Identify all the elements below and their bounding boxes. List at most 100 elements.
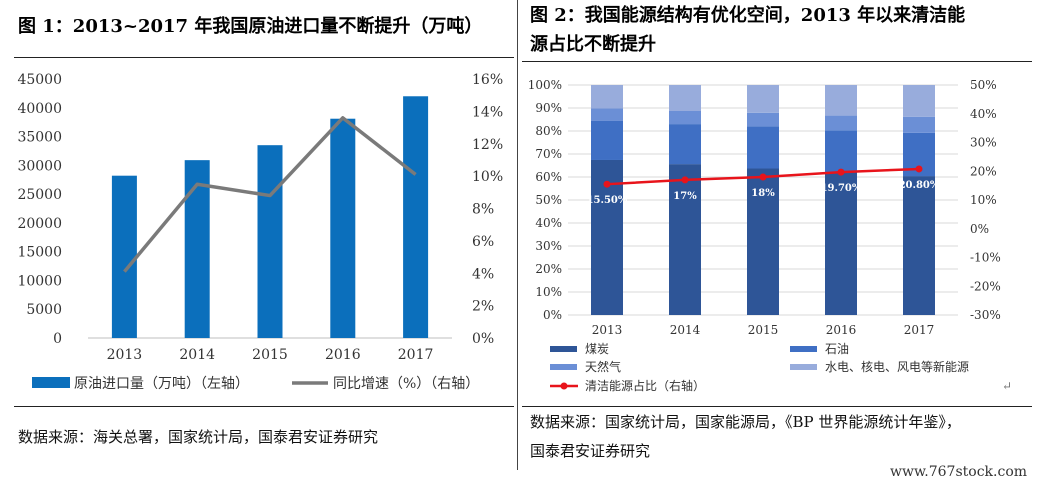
bottom-rule-right: [522, 406, 1032, 407]
left-axis-tick-label: 90%: [535, 101, 562, 115]
x-axis-tick-label: 2015: [748, 323, 779, 337]
right-axis-tick-label: 16%: [472, 72, 503, 88]
data-label: 20.80%: [899, 180, 940, 191]
left-axis-tick-label: 20000: [17, 216, 62, 232]
line-point: [759, 173, 767, 181]
legend-label: 天然气: [585, 359, 621, 374]
data-label: 15.50%: [587, 195, 628, 206]
left-axis-tick-label: 15000: [17, 245, 62, 261]
line-yoy-growth: [123, 116, 417, 273]
stacked-bar-segment: [825, 115, 857, 131]
bar-crude-oil-import: [257, 145, 283, 338]
left-axis-tick-label: 25000: [17, 187, 62, 203]
stacked-bar-segment: [669, 85, 701, 111]
stacked-bar-segment: [669, 110, 701, 125]
legend-swatch-point: [560, 382, 568, 390]
stacked-bar-segment: [591, 108, 623, 121]
data-label: 17%: [673, 191, 697, 202]
x-axis-tick-label: 2016: [325, 347, 361, 363]
x-axis-tick-label: 2014: [670, 323, 701, 337]
x-axis-tick-label: 2013: [592, 323, 623, 337]
top-rule-right: [522, 61, 1032, 62]
x-axis-tick-label: 2013: [107, 347, 143, 363]
left-axis-tick-label: 60%: [535, 170, 562, 184]
bar-crude-oil-import: [111, 175, 137, 338]
right-axis-tick-label: 12%: [472, 137, 503, 153]
line-point: [915, 165, 923, 173]
right-chart-title-line2: 源占比不断提升: [530, 34, 656, 55]
right-axis-tick-label: -30%: [970, 308, 1001, 322]
right-axis-tick-label: 8%: [472, 202, 494, 218]
left-axis-tick-label: 5000: [26, 302, 62, 318]
data-label: 19.70%: [821, 183, 862, 194]
column-divider: [517, 0, 518, 470]
legend-swatch: [550, 346, 577, 352]
legend-swatch-bar: [32, 377, 70, 388]
return-mark: ↵: [1002, 379, 1012, 393]
top-rule-left: [14, 57, 514, 58]
line-point: [837, 168, 845, 176]
legend-swatch: [790, 346, 817, 352]
right-axis-tick-label: 50%: [970, 78, 997, 92]
legend-label: 煤炭: [585, 342, 609, 356]
line-point: [603, 180, 611, 188]
right-axis-tick-label: 0%: [472, 331, 494, 347]
stacked-bar-segment: [669, 124, 701, 165]
watermark: www.767stock.com: [890, 464, 1028, 480]
legend-swatch: [790, 364, 817, 370]
stacked-bar-segment: [747, 168, 779, 315]
left-axis-tick-label: 10000: [17, 273, 62, 289]
bar-crude-oil-import: [403, 96, 429, 339]
right-axis-tick-label: 14%: [472, 104, 503, 120]
x-axis-tick-label: 2015: [252, 347, 288, 363]
legend-label: 水电、核电、风电等新能源: [825, 359, 969, 374]
stacked-bar-segment: [747, 85, 779, 113]
legend-label-bar: 原油进口量（万吨）（左轴）: [74, 376, 249, 392]
stacked-bar-segment: [825, 130, 857, 173]
bar-crude-oil-import: [330, 118, 356, 338]
right-axis-tick-label: 10%: [472, 169, 503, 185]
right-source-note-line1: 数据来源：国家统计局，国家能源局，《BP 世界能源统计年鉴》，: [530, 413, 961, 431]
right-axis-tick-label: 6%: [472, 234, 494, 250]
stacked-bar-segment: [591, 120, 623, 160]
x-axis-tick-label: 2014: [179, 347, 215, 363]
stacked-bar-segment: [747, 112, 779, 127]
right-axis-tick-label: 2%: [472, 299, 494, 315]
bar-crude-oil-import: [184, 160, 210, 338]
right-source-note-line2: 国泰君安证券研究: [530, 442, 651, 460]
stacked-bar-segment: [747, 126, 779, 169]
right-axis-tick-label: 20%: [970, 164, 997, 178]
stacked-bar-segment: [669, 164, 701, 315]
left-axis-tick-label: 50%: [535, 193, 562, 207]
right-axis-tick-label: 4%: [472, 266, 494, 282]
legend-label: 清洁能源占比（右轴）: [585, 378, 705, 393]
left-axis-tick-label: 30%: [535, 239, 562, 253]
right-axis-tick-label: 40%: [970, 107, 997, 121]
legend-label: 石油: [825, 342, 849, 356]
left-axis-tick-label: 20%: [535, 262, 562, 276]
x-axis-tick-label: 2017: [398, 347, 434, 363]
left-axis-tick-label: 100%: [528, 78, 562, 92]
right-axis-tick-label: -10%: [970, 251, 1001, 265]
line-point: [681, 176, 689, 184]
left-axis-tick-label: 40%: [535, 216, 562, 230]
x-axis-tick-label: 2017: [904, 323, 935, 337]
left-axis-tick-label: 0%: [543, 308, 562, 322]
left-axis-tick-label: 40000: [17, 101, 62, 117]
right-axis-tick-label: 30%: [970, 136, 997, 150]
left-axis-tick-label: 45000: [17, 72, 62, 88]
right-axis-tick-label: 10%: [970, 193, 997, 207]
left-axis-tick-label: 10%: [535, 285, 562, 299]
stacked-bar-segment: [591, 85, 623, 109]
right-axis-tick-label: 0%: [970, 222, 989, 236]
stacked-bar-segment: [903, 85, 935, 117]
x-axis-tick-label: 2016: [826, 323, 857, 337]
left-chart-title: 图 1：2013~2017 年我国原油进口量不断提升（万吨）: [18, 16, 483, 37]
data-label: 18%: [751, 188, 775, 199]
left-axis-tick-label: 80%: [535, 124, 562, 138]
left-source-note: 数据来源：海关总署，国家统计局，国泰君安证券研究: [18, 428, 379, 446]
left-axis-tick-label: 35000: [17, 130, 62, 146]
stacked-bar-segment: [825, 172, 857, 315]
